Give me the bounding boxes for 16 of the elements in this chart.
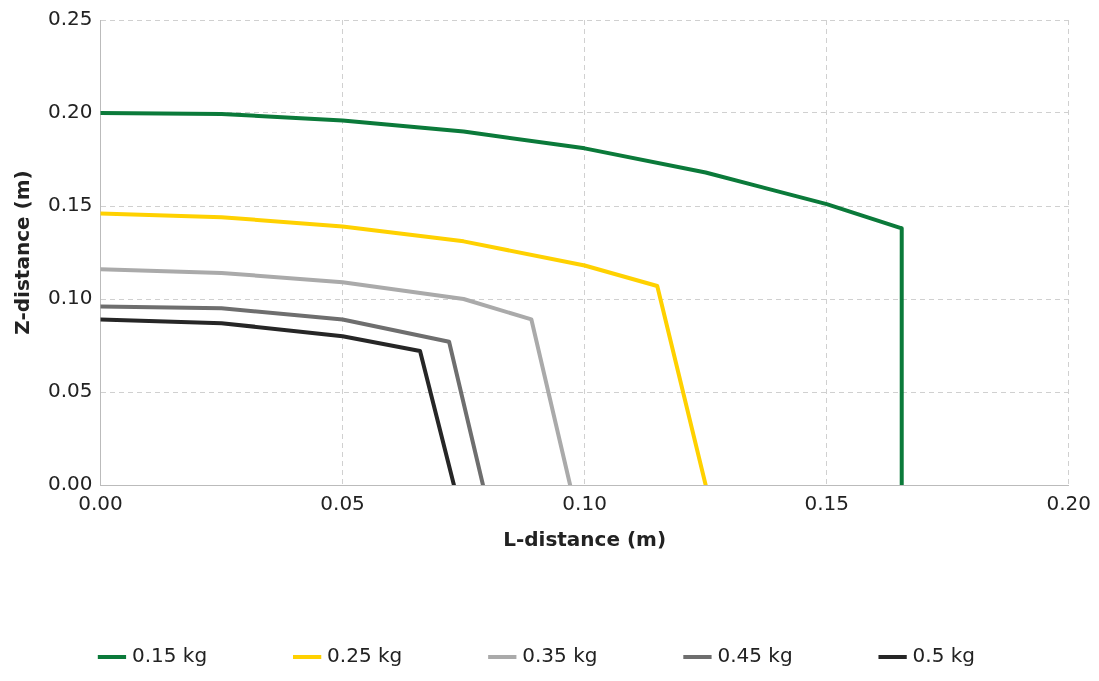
legend-label: 0.45 kg bbox=[717, 643, 793, 668]
x-axis-title: L-distance (m) bbox=[503, 527, 667, 552]
y-tick-label: 0.05 bbox=[48, 378, 93, 403]
legend-label: 0.25 kg bbox=[327, 643, 403, 668]
x-tick-label: 0.10 bbox=[562, 491, 607, 516]
legend-label: 0.35 kg bbox=[522, 643, 598, 668]
legend-label: 0.15 kg bbox=[131, 643, 208, 668]
legend-label: 0.5 kg bbox=[912, 643, 976, 668]
y-tick-label: 0.10 bbox=[48, 285, 93, 310]
x-tick-label: 0.15 bbox=[804, 491, 849, 516]
y-tick-label: 0.20 bbox=[48, 99, 93, 124]
y-tick-label: 0.15 bbox=[48, 192, 93, 217]
y-tick-label: 0.25 bbox=[48, 6, 93, 31]
x-tick-label: 0.20 bbox=[1046, 491, 1091, 516]
x-tick-label: 0.05 bbox=[320, 491, 365, 516]
y-axis-title: Z-distance (m) bbox=[10, 170, 35, 335]
